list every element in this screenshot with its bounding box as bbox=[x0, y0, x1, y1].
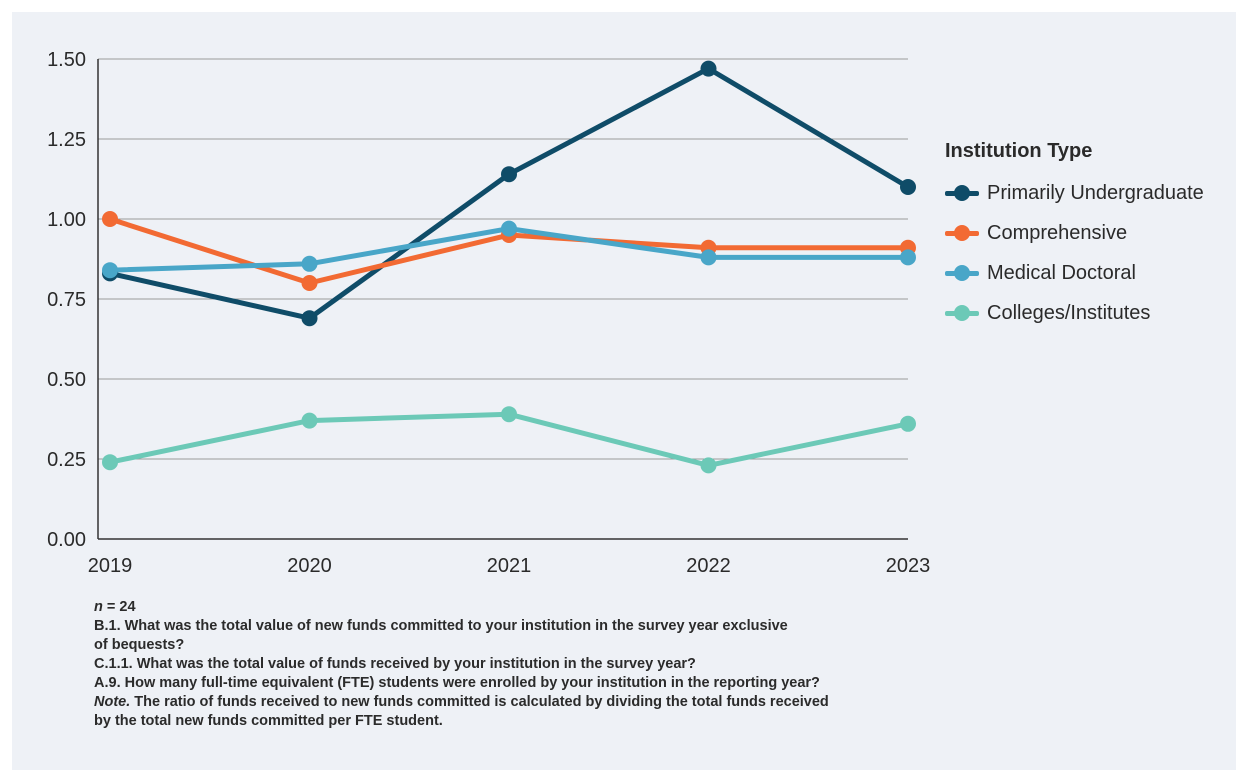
y-tick-label: 0.25 bbox=[47, 449, 86, 471]
legend-item-medical-doctoral: Medical Doctoral bbox=[945, 253, 1204, 293]
data-point bbox=[900, 415, 916, 432]
legend-title: Institution Type bbox=[945, 140, 1093, 162]
legend-swatch-colleges-institutes bbox=[945, 303, 979, 323]
y-tick-label: 0.50 bbox=[47, 369, 86, 391]
chart-panel bbox=[12, 12, 1236, 770]
y-tick-label: 1.50 bbox=[47, 49, 86, 71]
data-point bbox=[501, 406, 517, 423]
legend: Institution Type Primarily Undergraduate… bbox=[945, 140, 1204, 333]
y-axis-ticks: 0.00 0.25 0.50 0.75 1.00 1.25 1.50 bbox=[47, 49, 86, 551]
note-b1-line2: of bequests? bbox=[94, 637, 185, 653]
y-tick-label: 0.75 bbox=[47, 289, 86, 311]
note-text: The ratio of funds received to new funds… bbox=[130, 694, 829, 710]
note-ratio-line1: Note. The ratio of funds received to new… bbox=[94, 693, 994, 712]
x-tick-label: 2023 bbox=[886, 555, 931, 577]
data-point bbox=[301, 310, 318, 327]
y-tick-label: 1.00 bbox=[47, 209, 86, 231]
legend-item-comprehensive: Comprehensive bbox=[945, 213, 1204, 253]
note-b1-line1: B.1. What was the total value of new fun… bbox=[94, 618, 788, 634]
series-line bbox=[107, 66, 911, 321]
note-ratio-line2: by the total new funds committed per FTE… bbox=[94, 713, 443, 729]
note-a9: A.9. How many full-time equivalent (FTE)… bbox=[94, 675, 820, 691]
legend-item-colleges-institutes: Colleges/Institutes bbox=[945, 293, 1204, 333]
data-point bbox=[301, 412, 318, 429]
n-label: n bbox=[94, 599, 103, 615]
legend-item-primarily-undergraduate: Primarily Undergraduate bbox=[945, 173, 1204, 213]
data-point bbox=[900, 249, 916, 266]
y-tick-label: 1.25 bbox=[47, 129, 86, 151]
note-c11: C.1.1. What was the total value of funds… bbox=[94, 656, 696, 672]
data-point bbox=[102, 211, 118, 227]
legend-label: Colleges/Institutes bbox=[987, 301, 1151, 324]
series-points bbox=[102, 60, 916, 474]
legend-swatch-primarily-undergraduate bbox=[945, 183, 979, 203]
data-point bbox=[301, 275, 318, 291]
series-lines bbox=[107, 66, 911, 468]
data-point bbox=[700, 457, 717, 474]
data-point bbox=[102, 262, 118, 279]
x-tick-label: 2020 bbox=[287, 555, 332, 577]
sample-size: n = 24 bbox=[94, 598, 994, 617]
legend-label: Comprehensive bbox=[987, 221, 1128, 244]
legend-swatch-comprehensive bbox=[945, 223, 979, 243]
note-label: Note. bbox=[94, 694, 131, 710]
y-tick-label: 0.00 bbox=[47, 529, 86, 551]
data-point bbox=[301, 255, 318, 272]
legend-label: Medical Doctoral bbox=[987, 261, 1136, 284]
x-axis-ticks: 2019 2020 2021 2022 2023 bbox=[88, 555, 931, 577]
data-point bbox=[501, 220, 517, 237]
legend-swatch-medical-doctoral bbox=[945, 263, 979, 283]
data-point bbox=[700, 60, 717, 77]
data-point bbox=[102, 454, 118, 471]
data-point bbox=[501, 166, 517, 183]
x-tick-label: 2021 bbox=[487, 555, 532, 577]
x-tick-label: 2019 bbox=[88, 555, 133, 577]
n-value: = 24 bbox=[102, 599, 136, 615]
legend-label: Primarily Undergraduate bbox=[987, 181, 1204, 204]
data-point bbox=[700, 249, 717, 266]
data-point bbox=[900, 179, 916, 195]
chart-notes: n = 24 B.1. What was the total value of … bbox=[94, 598, 994, 731]
x-tick-label: 2022 bbox=[686, 555, 731, 577]
